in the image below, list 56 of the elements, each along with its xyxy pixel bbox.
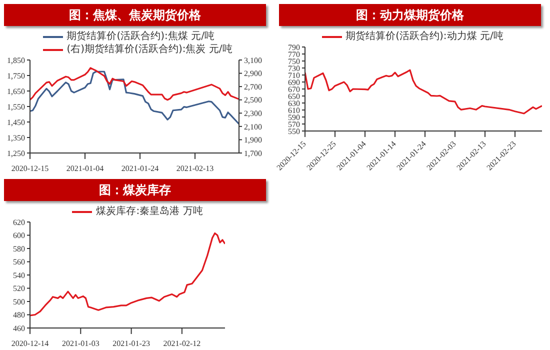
y-tick-label: 460 (13, 324, 25, 333)
line-series (305, 69, 542, 114)
y-tick-label: 1,450 (7, 118, 25, 127)
y-tick-label: 610 (288, 106, 300, 115)
y-tick-label: 790 (288, 42, 300, 52)
x-tick-label: 2021-02-13 (176, 164, 214, 173)
y-tick-label: 550 (288, 126, 300, 136)
y-tick-label: 630 (288, 98, 300, 108)
y-tick-label: 560 (13, 258, 25, 267)
y-tick-label: 500 (13, 297, 25, 306)
y-tick-label: 580 (13, 244, 25, 254)
y2-tick-label: 2,900 (244, 69, 262, 78)
y-tick-label: 1,250 (7, 148, 25, 158)
y-tick-label: 600 (13, 231, 25, 240)
x-tick-label: 2021-02-12 (163, 339, 201, 348)
y-tick-label: 540 (13, 270, 25, 280)
y-tick-label: 1,550 (7, 102, 25, 112)
y-tick-label: 590 (288, 112, 300, 122)
chart-title: 图：煤炭库存 (4, 179, 266, 201)
legend-label: 煤炭库存:秦皇岛港 万吨 (96, 206, 203, 218)
y-tick-label: 670 (288, 84, 300, 94)
line-series (30, 67, 239, 101)
y-tick-label: 1,350 (7, 133, 25, 142)
chart-title: 图：焦煤、焦炭期货价格 (4, 4, 266, 26)
y-tick-label: 520 (13, 284, 25, 294)
y2-tick-label: 3,100 (244, 56, 262, 65)
y-tick-label: 480 (13, 310, 25, 320)
x-tick-label: 2021-01-24 (121, 164, 159, 173)
chart-title: 图：动力煤期货价格 (279, 4, 541, 26)
y2-tick-label: 2,500 (244, 96, 262, 105)
y2-tick-label: 2,700 (244, 82, 262, 92)
y-tick-label: 1,650 (7, 86, 25, 96)
line-series (30, 70, 239, 125)
x-tick-label: 2020-12-14 (11, 339, 49, 348)
y-tick-label: 710 (288, 70, 300, 80)
x-tick-label: 2021-01-03 (62, 339, 100, 348)
x-tick-label: 2020-12-15 (11, 164, 49, 173)
legend-label: 期货结算价(活跃合约):动力煤 元/吨 (346, 30, 504, 42)
line-series (30, 232, 225, 316)
y2-tick-label: 1,900 (244, 136, 262, 145)
y-tick-label: 1,750 (7, 71, 25, 80)
y-tick-label: 620 (13, 218, 25, 227)
y2-tick-label: 2,100 (244, 122, 262, 132)
y-tick-label: 690 (288, 78, 300, 87)
x-tick-label: 2021-01-23 (112, 339, 150, 348)
y-tick-label: 1,850 (7, 56, 25, 65)
y-tick-label: 650 (288, 92, 300, 101)
y-tick-label: 730 (288, 64, 300, 73)
legend-label: (右)期货结算价(活跃合约):焦炭 元/吨 (66, 44, 232, 56)
y-tick-label: 770 (288, 50, 300, 59)
x-tick-label: 2021-01-04 (66, 164, 104, 173)
y2-tick-label: 2,300 (244, 108, 262, 118)
legend-label: 期货结算价(活跃合约):焦煤 元/吨 (66, 30, 214, 42)
y-tick-label: 750 (288, 56, 300, 66)
y2-tick-label: 1,700 (244, 148, 262, 158)
y-tick-label: 570 (288, 120, 300, 129)
